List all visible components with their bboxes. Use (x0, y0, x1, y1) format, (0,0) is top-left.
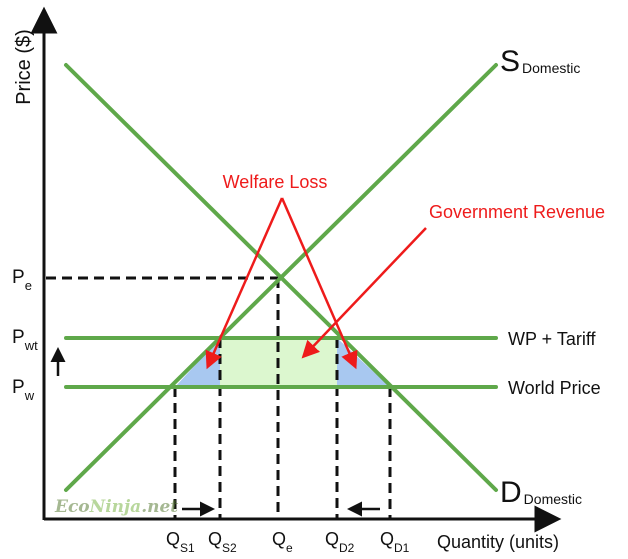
pe-label: Pe (12, 267, 32, 293)
pwt-label: Pwt (12, 327, 38, 353)
government-revenue-label: Government Revenue (429, 202, 605, 222)
world-price-line-label: World Price (508, 378, 601, 398)
demand-curve (64, 63, 498, 492)
qe-label: Qe (272, 529, 293, 555)
welfare-loss-label: Welfare Loss (223, 172, 328, 192)
qs1-label: QS1 (166, 529, 195, 555)
tariff-line-label: WP + Tariff (508, 329, 597, 349)
supply-curve-label: S Domestic (500, 45, 580, 78)
qs2-label: QS2 (208, 529, 237, 555)
demand-curve-label: D Domestic (500, 476, 582, 509)
welfare-loss-arrow-right (280, 197, 358, 370)
econinja-watermark: EcoNinja.net (54, 497, 178, 517)
y-axis-label: Price ($) (13, 29, 35, 105)
government-revenue-arrow (301, 227, 427, 359)
qd1-label: QD1 (380, 529, 410, 555)
x-axis-label: Quantity (units) (437, 532, 559, 552)
pw-label: Pw (12, 377, 35, 403)
qd2-label: QD2 (325, 529, 355, 555)
welfare-loss-arrow-left (205, 197, 284, 370)
